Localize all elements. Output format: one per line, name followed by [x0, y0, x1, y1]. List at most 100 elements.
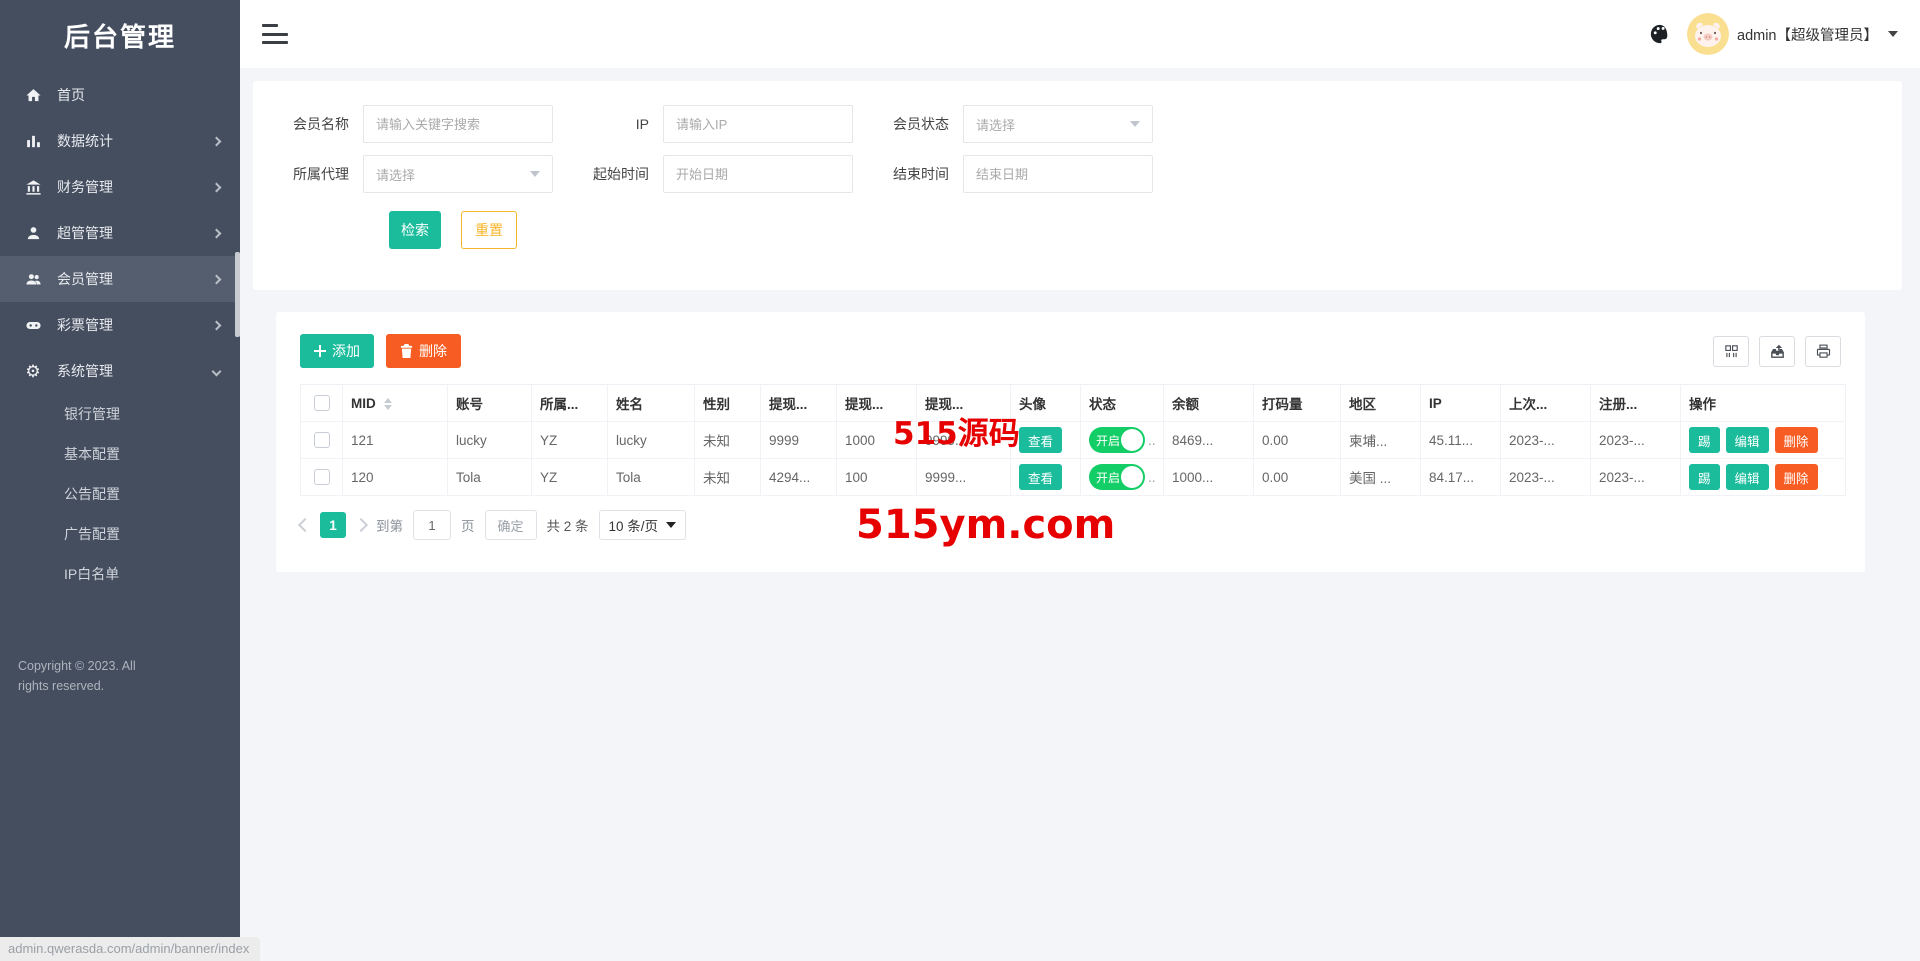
cell-ip: 45.11... [1420, 421, 1501, 459]
goto-suffix-label: 页 [461, 519, 475, 534]
cell-status: 开启 .. [1080, 421, 1164, 459]
filter-member-status: 会员状态 请选择 [883, 105, 1167, 143]
sidebar-item-lottery[interactable]: 彩票管理 [0, 302, 240, 348]
col-avatar: 头像 [1010, 384, 1081, 422]
sidebar-subitem-bank[interactable]: 银行管理 [64, 406, 120, 422]
cell-name: lucky [607, 421, 695, 459]
sidebar-item-system[interactable]: ⚙ 系统管理 [0, 348, 240, 394]
end-date-input[interactable] [963, 155, 1153, 193]
col-status: 状态 [1080, 384, 1164, 422]
total-count-label: 共 2 条 [546, 519, 589, 534]
col-gender: 性别 [694, 384, 761, 422]
sidebar-item-home[interactable]: 首页 [0, 72, 240, 118]
bar-chart-icon [24, 132, 42, 150]
user-menu[interactable]: admin【超级管理员】 [1687, 13, 1898, 55]
status-toggle[interactable]: 开启 [1089, 464, 1145, 490]
agent-label: 所属代理 [293, 166, 349, 182]
cell-withdraw2: 100 [836, 458, 917, 496]
print-icon[interactable] [1805, 335, 1841, 367]
goto-page-input[interactable] [413, 510, 451, 540]
view-avatar-button[interactable]: 查看 [1019, 427, 1063, 453]
delete-button[interactable]: 删除 [386, 334, 461, 368]
select-all-cell [300, 384, 343, 422]
member-status-select[interactable]: 请选择 [963, 105, 1153, 143]
ip-input[interactable] [663, 105, 853, 143]
cell-agent: YZ [531, 458, 608, 496]
page-number-active[interactable]: 1 [320, 512, 346, 538]
filter-buttons: 检索 重置 [389, 211, 1902, 249]
view-avatar-button[interactable]: 查看 [1019, 464, 1063, 490]
sidebar-item-finance[interactable]: 财务管理 [0, 164, 240, 210]
ip-label: IP [635, 116, 649, 132]
status-toggle[interactable]: 开启 [1089, 427, 1145, 453]
edit-button[interactable]: 编辑 [1725, 427, 1769, 453]
select-all-checkbox[interactable] [313, 395, 330, 412]
row-checkbox[interactable] [313, 432, 330, 449]
sidebar-subitem-ad-config[interactable]: 广告配置 [64, 526, 120, 542]
link-preview-statusbar: admin.qwerasda.com/admin/banner/index [0, 937, 260, 961]
end-time-label: 结束时间 [893, 166, 949, 182]
sidebar-item-label: 系统管理 [57, 363, 113, 379]
sidebar-item-statistics[interactable]: 数据统计 [0, 118, 240, 164]
table-toolbar: 添加 删除 [300, 334, 1841, 368]
table-card: 添加 删除 [276, 312, 1865, 572]
page-size-select[interactable]: 10 条/页 [598, 510, 687, 540]
cell-withdraw3: 9999... [916, 421, 1011, 459]
export-icon[interactable] [1759, 335, 1795, 367]
chevron-right-icon [211, 182, 222, 192]
reset-button[interactable]: 重置 [461, 211, 517, 249]
member-name-input[interactable] [363, 105, 553, 143]
search-button[interactable]: 检索 [389, 211, 441, 249]
cell-mid: 120 [342, 458, 448, 496]
cell-ip: 84.17... [1420, 458, 1501, 496]
cell-avatar: 查看 [1010, 421, 1081, 459]
sidebar-subitem-notice-config[interactable]: 公告配置 [64, 486, 120, 502]
status-ellipsis: .. [1148, 469, 1156, 485]
agent-select[interactable]: 请选择 [363, 155, 553, 193]
sidebar-scrollbar[interactable] [235, 252, 240, 337]
cell-name: Tola [607, 458, 695, 496]
col-mid[interactable]: MID [342, 384, 448, 422]
chevron-right-icon [211, 136, 222, 146]
page-size-label: 10 条/页 [608, 519, 659, 534]
next-page-icon[interactable] [353, 517, 369, 533]
edit-button[interactable]: 编辑 [1725, 464, 1769, 490]
trash-icon [400, 344, 413, 358]
chevron-right-icon [211, 320, 222, 330]
users-icon [24, 270, 42, 288]
filter-end-time: 结束时间 [883, 155, 1167, 193]
col-balance: 余额 [1163, 384, 1254, 422]
members-table: MID 账号 所属... 姓名 性别 提现... 提现... 提现... 头像 … [300, 384, 1846, 496]
copyright-text: Copyright © 2023. All rights reserved. [18, 659, 136, 693]
kick-button[interactable]: 踢 [1689, 427, 1720, 453]
sidebar-subitem-ip-whitelist[interactable]: IP白名单 [64, 566, 120, 582]
header-right: admin【超级管理员】 [1647, 13, 1898, 55]
toggle-knob [1121, 466, 1143, 488]
row-delete-button[interactable]: 删除 [1774, 427, 1818, 453]
card-view-icon[interactable] [1713, 335, 1749, 367]
start-date-input[interactable] [663, 155, 853, 193]
col-withdraw2: 提现... [836, 384, 917, 422]
menu-toggle-icon[interactable] [262, 24, 288, 44]
kick-button[interactable]: 踢 [1689, 464, 1720, 490]
chevron-right-icon [211, 274, 222, 284]
filter-ip: IP [583, 105, 867, 143]
sidebar-subitem-basic-config[interactable]: 基本配置 [64, 446, 120, 462]
cell-withdraw2: 1000 [836, 421, 917, 459]
sidebar-item-label: 数据统计 [57, 133, 113, 149]
theme-palette-icon[interactable] [1647, 21, 1673, 47]
add-button[interactable]: 添加 [300, 334, 374, 368]
col-actions: 操作 [1680, 384, 1846, 422]
sidebar-item-superadmin[interactable]: 超管管理 [0, 210, 240, 256]
sidebar: 后台管理 首页 数据统计 财务管理 超管管理 [0, 0, 240, 961]
gear-icon: ⚙ [25, 361, 41, 381]
goto-confirm-button[interactable]: 确定 [484, 510, 537, 540]
username-label: admin【超级管理员】 [1737, 27, 1878, 44]
sidebar-item-members[interactable]: 会员管理 [0, 256, 240, 302]
row-checkbox[interactable] [313, 469, 330, 486]
sort-icon[interactable] [383, 397, 392, 410]
avatar[interactable] [1687, 13, 1729, 55]
prev-page-icon[interactable] [297, 517, 313, 533]
row-delete-button[interactable]: 删除 [1774, 464, 1818, 490]
col-account: 账号 [447, 384, 532, 422]
